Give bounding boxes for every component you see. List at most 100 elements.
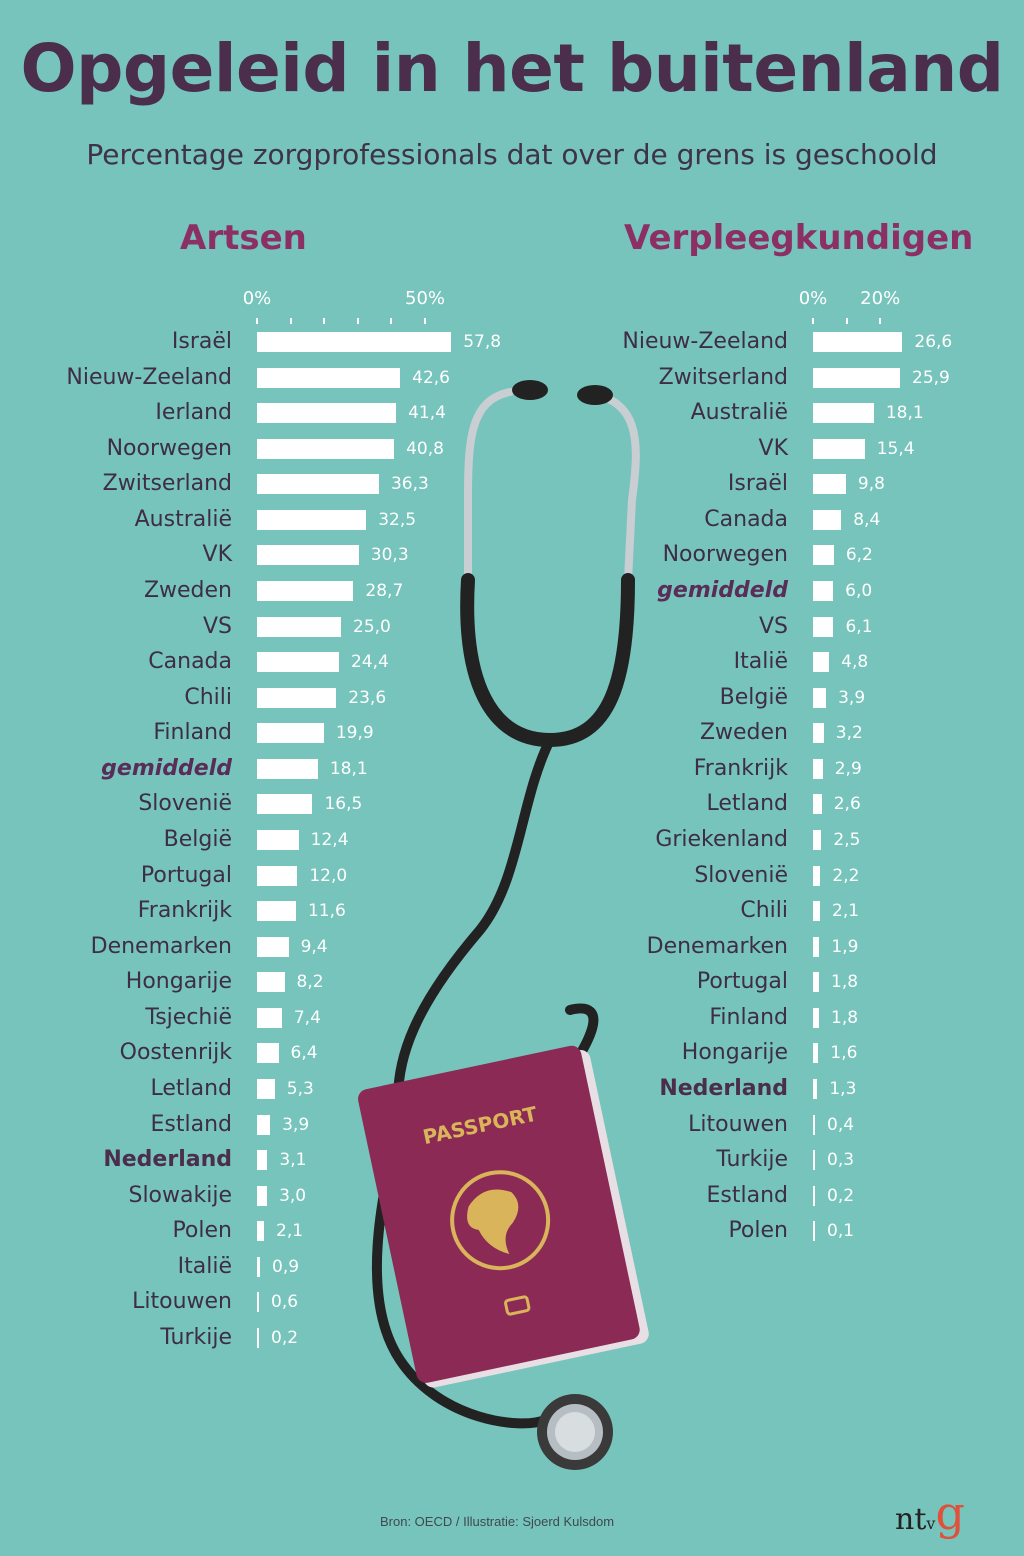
axis-tick-label: 50% (404, 288, 446, 309)
bar (813, 616, 834, 637)
value-label: 28,7 (365, 580, 404, 601)
value-label: 41,4 (408, 403, 446, 424)
category-label: Italië (177, 1253, 232, 1279)
category-label: gemiddeld (657, 577, 788, 603)
value-label: 6,0 (845, 580, 873, 601)
category-label: Noorwegen (106, 435, 232, 461)
category-label: VS (202, 613, 232, 639)
bar (813, 936, 820, 957)
bar (257, 865, 298, 886)
value-label: 3,2 (835, 723, 863, 744)
axis-tick-label: 0% (798, 288, 828, 309)
category-label: Hongarije (681, 1040, 788, 1066)
value-label: 4,8 (841, 652, 869, 673)
category-label: Finland (709, 1004, 788, 1030)
category-label: Slowakije (128, 1182, 232, 1208)
category-label: Canada (148, 649, 232, 675)
value-label: 26,6 (914, 332, 953, 352)
chestpiece-icon (537, 1394, 613, 1470)
globe-icon (450, 1170, 551, 1271)
category-label: Denemarken (90, 933, 232, 959)
bar (813, 723, 824, 744)
axis-tick (390, 318, 393, 324)
value-label: 3,1 (279, 1150, 307, 1171)
category-label: Israël (171, 329, 232, 354)
bar (257, 723, 324, 744)
bar (257, 1043, 279, 1064)
bar (257, 474, 379, 495)
category-label: Letland (706, 791, 788, 817)
category-label: Polen (172, 1218, 232, 1244)
value-label: 42,6 (412, 367, 450, 388)
bar (257, 1150, 268, 1171)
bar (257, 332, 452, 352)
value-label: 40,8 (406, 438, 444, 459)
category-label: Australië (134, 506, 232, 532)
axis-tick (424, 318, 426, 324)
value-label: 9,8 (857, 474, 885, 495)
axis-tick (289, 318, 292, 324)
value-label: 18,1 (885, 403, 924, 424)
bar (813, 1007, 820, 1028)
category-label: Nederland (103, 1147, 232, 1173)
bar (813, 1114, 815, 1135)
value-label: 0,1 (827, 1221, 855, 1242)
value-label: 0,9 (272, 1256, 300, 1277)
value-label: 16,5 (324, 794, 363, 815)
bar (813, 474, 846, 495)
bar (257, 616, 341, 637)
value-label: 1,9 (831, 936, 859, 957)
category-label: Zwitserland (658, 364, 788, 390)
value-label: 0,2 (827, 1185, 855, 1206)
bar (257, 580, 354, 601)
value-label: 8,2 (296, 972, 324, 993)
value-label: 6,2 (845, 545, 873, 566)
axis-tick (879, 318, 882, 324)
category-label: Italië (733, 649, 788, 675)
value-label: 2,5 (833, 829, 861, 850)
axis-tick (256, 318, 258, 324)
category-label: Israël (727, 471, 788, 497)
category-label: Chili (184, 684, 232, 710)
bar (813, 1078, 818, 1099)
axis-tick-label: 0% (242, 288, 272, 309)
value-label: 25,0 (353, 616, 391, 637)
bar (813, 652, 830, 673)
bar (813, 1185, 815, 1206)
value-label: 3,9 (282, 1114, 310, 1135)
category-label: Oostenrijk (119, 1040, 232, 1066)
value-label: 1,6 (830, 1043, 858, 1064)
category-label: Letland (150, 1075, 232, 1101)
section-title-verpleegkundigen: Verpleegkundigen (624, 218, 974, 258)
value-label: 8,4 (853, 509, 881, 530)
page-title: Opgeleid in het buitenland (20, 30, 1005, 107)
source-credit: Bron: OECD / Illustratie: Sjoerd Kulsdom (380, 1514, 615, 1529)
category-label: Tsjechië (145, 1004, 232, 1030)
bar (257, 936, 289, 957)
bar (813, 758, 823, 779)
bar (813, 794, 822, 815)
bar (257, 1078, 275, 1099)
category-label: Chili (740, 898, 788, 924)
value-label: 0,2 (271, 1327, 299, 1348)
value-label: 0,4 (827, 1114, 855, 1135)
bar (257, 438, 395, 459)
category-label: Frankrijk (137, 898, 232, 924)
category-label: Portugal (696, 969, 788, 995)
value-label: 1,3 (829, 1078, 857, 1099)
category-label: Nederland (659, 1075, 788, 1101)
axis-tick (356, 318, 359, 324)
bar (813, 687, 827, 708)
value-label: 7,4 (293, 1007, 321, 1028)
value-label: 18,1 (329, 758, 368, 779)
value-label: 24,4 (350, 652, 389, 673)
category-label: Litouwen (132, 1289, 232, 1315)
category-label: Zwitserland (102, 471, 232, 497)
category-label: Nieuw-Zeeland (622, 329, 788, 354)
value-label: 25,9 (912, 367, 950, 388)
bar (257, 545, 359, 566)
bar (813, 901, 821, 922)
category-label: Turkije (716, 1147, 788, 1173)
category-label: Griekenland (655, 826, 788, 852)
